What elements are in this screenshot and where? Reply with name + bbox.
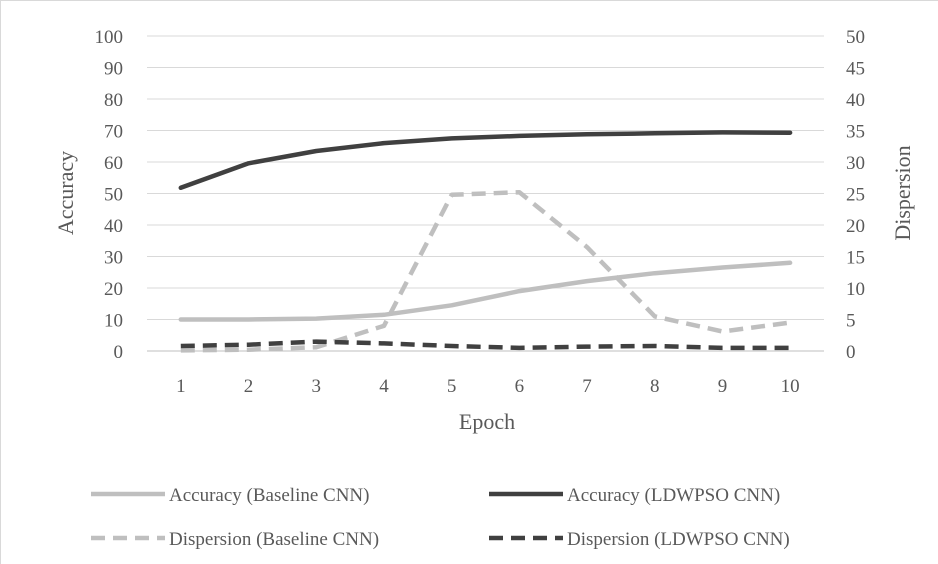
legend-label: Dispersion (LDWPSO CNN)	[567, 529, 790, 550]
legend-item-dispersion-baseline-cnn: Dispersion (Baseline CNN)	[91, 529, 379, 550]
y-tick-label: 100	[95, 27, 124, 48]
y2-tick-label: 20	[846, 216, 865, 237]
legend-item-accuracy-baseline-cnn: Accuracy (Baseline CNN)	[91, 485, 369, 506]
x-tick-label: 9	[718, 376, 728, 397]
x-tick-label: 10	[781, 376, 800, 397]
y2-tick-label: 15	[846, 248, 865, 269]
y2-tick-label: 25	[846, 185, 865, 206]
series-line-dispersion-baseline-cnn	[180, 189, 791, 353]
y2-tick-label: 10	[846, 279, 865, 300]
legend-item-dispersion-ldwpso-cnn: Dispersion (LDWPSO CNN)	[489, 529, 790, 550]
y-axis-title: Accuracy	[53, 151, 78, 235]
y2-tick-label: 0	[846, 342, 856, 363]
tick-labels: 0102030405060708090100051015202530354045…	[95, 27, 866, 397]
y2-tick-label: 35	[846, 122, 865, 143]
y-tick-label: 50	[104, 185, 123, 206]
x-tick-label: 5	[447, 376, 457, 397]
y-tick-label: 20	[104, 279, 123, 300]
x-tick-label: 7	[582, 376, 592, 397]
y-tick-label: 60	[104, 153, 123, 174]
y-tick-label: 70	[104, 122, 123, 143]
y-tick-label: 40	[104, 216, 123, 237]
y-tick-label: 90	[104, 59, 123, 80]
x-tick-label: 1	[176, 376, 186, 397]
y2-axis-title: Dispersion	[890, 145, 915, 240]
y2-tick-label: 5	[846, 311, 856, 332]
y-tick-label: 80	[104, 90, 123, 111]
y2-tick-label: 50	[846, 27, 865, 48]
series-line-accuracy-baseline-cnn	[178, 260, 793, 322]
y-tick-label: 30	[104, 248, 123, 269]
x-tick-label: 3	[312, 376, 322, 397]
series-line-dispersion-ldwpso-cnn	[180, 339, 791, 351]
x-tick-label: 6	[515, 376, 525, 397]
series-lines	[178, 130, 793, 353]
legend-label: Dispersion (Baseline CNN)	[169, 529, 379, 550]
legend: Accuracy (Baseline CNN) Accuracy (LDWPSO …	[91, 485, 790, 550]
legend-label: Accuracy (Baseline CNN)	[169, 485, 369, 506]
y-tick-label: 0	[114, 342, 124, 363]
y-tick-label: 10	[104, 311, 123, 332]
y2-tick-label: 40	[846, 90, 865, 111]
y2-tick-label: 30	[846, 153, 865, 174]
x-tick-label: 4	[379, 376, 389, 397]
x-tick-label: 8	[650, 376, 660, 397]
x-axis-title: Epoch	[459, 409, 515, 434]
y2-tick-label: 45	[846, 59, 865, 80]
x-tick-label: 2	[244, 376, 254, 397]
legend-label: Accuracy (LDWPSO CNN)	[567, 485, 780, 506]
series-line-accuracy-ldwpso-cnn	[178, 130, 793, 191]
legend-item-accuracy-ldwpso-cnn: Accuracy (LDWPSO CNN)	[489, 485, 780, 506]
